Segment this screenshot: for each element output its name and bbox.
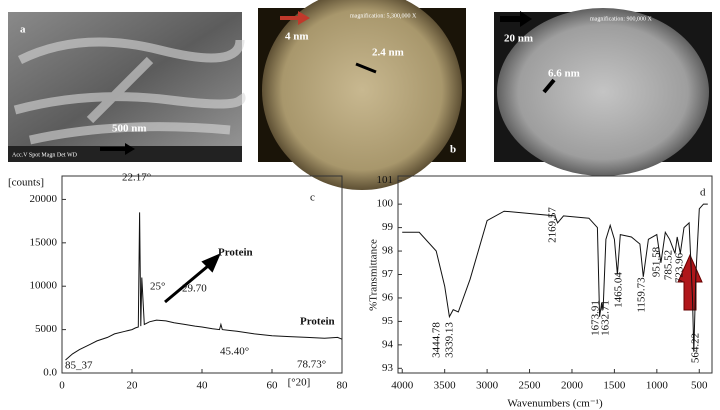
measure-label: 2.4 nm (372, 47, 404, 59)
x-tick-label: 60 (267, 380, 279, 392)
plot-frame (61, 175, 343, 374)
x-tick-label: 3000 (476, 380, 499, 392)
y-tick-label: 96 (382, 291, 394, 303)
y-tick-label: 0.0 (43, 367, 57, 379)
annotation: c (310, 192, 315, 204)
annotation: 564.22 (690, 333, 702, 363)
measure-label: 6.6 nm (548, 68, 580, 80)
panel-label: b (450, 144, 456, 156)
x-tick-label: 40 (197, 380, 209, 392)
annotation: 29.70 (182, 283, 207, 295)
annotation: Protein (300, 316, 335, 328)
annotation: 1673.91 (590, 300, 602, 336)
annotation: Protein (218, 247, 253, 259)
tem-photo (262, 0, 462, 190)
info-text: magnification: 5,300,000 X (350, 12, 417, 19)
annotation: 951.58 (651, 246, 663, 277)
y-tick-label: 95 (382, 315, 394, 327)
tem-image-b: 4 nm 2.4 nm b magnification: 5,300,000 X (258, 0, 466, 190)
y-tick-label: 15000 (30, 236, 58, 248)
data-line (65, 212, 343, 361)
y-tick-label: 101 (377, 174, 394, 186)
y-tick-label: 94 (382, 338, 394, 350)
x-axis-label: Wavenumbers (cm⁻¹) (507, 398, 603, 410)
y-axis-label: [counts] (8, 177, 44, 189)
x-tick-label: 1000 (646, 380, 669, 392)
x-axis-label: [°20] (288, 377, 311, 389)
annotation: d (700, 187, 706, 199)
info-text: magnification: 900,000 X (590, 15, 652, 22)
fibers (13, 37, 246, 145)
y-tick-label: 5000 (35, 323, 58, 335)
annotation: 25° (150, 281, 165, 293)
measure-arrow (542, 78, 556, 94)
annotation: 78.73° (297, 359, 326, 371)
info-text: Acc.V Spot Magn Det WD (12, 152, 78, 158)
x-tick-label: 80 (337, 380, 349, 392)
arrow (500, 11, 532, 27)
annotation: 1159.73 (636, 277, 648, 313)
x-tick-label: 1500 (603, 380, 626, 392)
sem-image: a 500 nm Acc.V Spot Magn Det WD (8, 12, 246, 162)
y-tick-label: 100 (377, 198, 394, 210)
annotation: 3444.78 (431, 322, 443, 358)
annotation: 785.52 (663, 250, 675, 280)
data-line (402, 203, 708, 352)
annotation: 22.17° (122, 172, 151, 184)
annotation: 1465.04 (613, 272, 625, 308)
scale-label: 500 nm (112, 123, 147, 135)
tem-photo (497, 8, 709, 176)
annotation: 2169.57 (547, 207, 559, 243)
annotation: 3339.13 (444, 322, 456, 358)
arrow (100, 143, 135, 155)
arrow (280, 11, 310, 25)
x-tick-label: 500 (691, 380, 708, 392)
panel-label: a (20, 24, 26, 36)
y-tick-label: 99 (382, 221, 394, 233)
scale-label: 20 nm (504, 33, 533, 45)
x-tick-label: 2500 (519, 380, 542, 392)
annotation: 723.96 (674, 252, 686, 283)
annotation: 1632.71 (600, 300, 612, 336)
protein-arrow (164, 253, 221, 304)
y-tick-label: 93 (382, 362, 394, 374)
y-tick-label: 10000 (30, 280, 58, 292)
annotation: 45.40° (220, 346, 249, 358)
x-tick-label: 0 (59, 380, 65, 392)
x-tick-label: 20 (127, 380, 139, 392)
y-axis-label: %Transmittance (368, 239, 380, 311)
y-tick-label: 20000 (30, 193, 58, 205)
annotation: 85_37 (65, 360, 93, 372)
x-tick-label: 3500 (434, 380, 457, 392)
y-tick-label: 98 (382, 245, 394, 257)
measure-arrow (355, 62, 377, 74)
x-tick-label: 4000 (391, 380, 414, 392)
tem-image-c: 20 nm 6.6 nm magnification: 900,000 X (494, 8, 712, 176)
x-tick-label: 2000 (561, 380, 584, 392)
scale-label: 4 nm (285, 31, 309, 43)
y-tick-label: 97 (382, 268, 394, 280)
